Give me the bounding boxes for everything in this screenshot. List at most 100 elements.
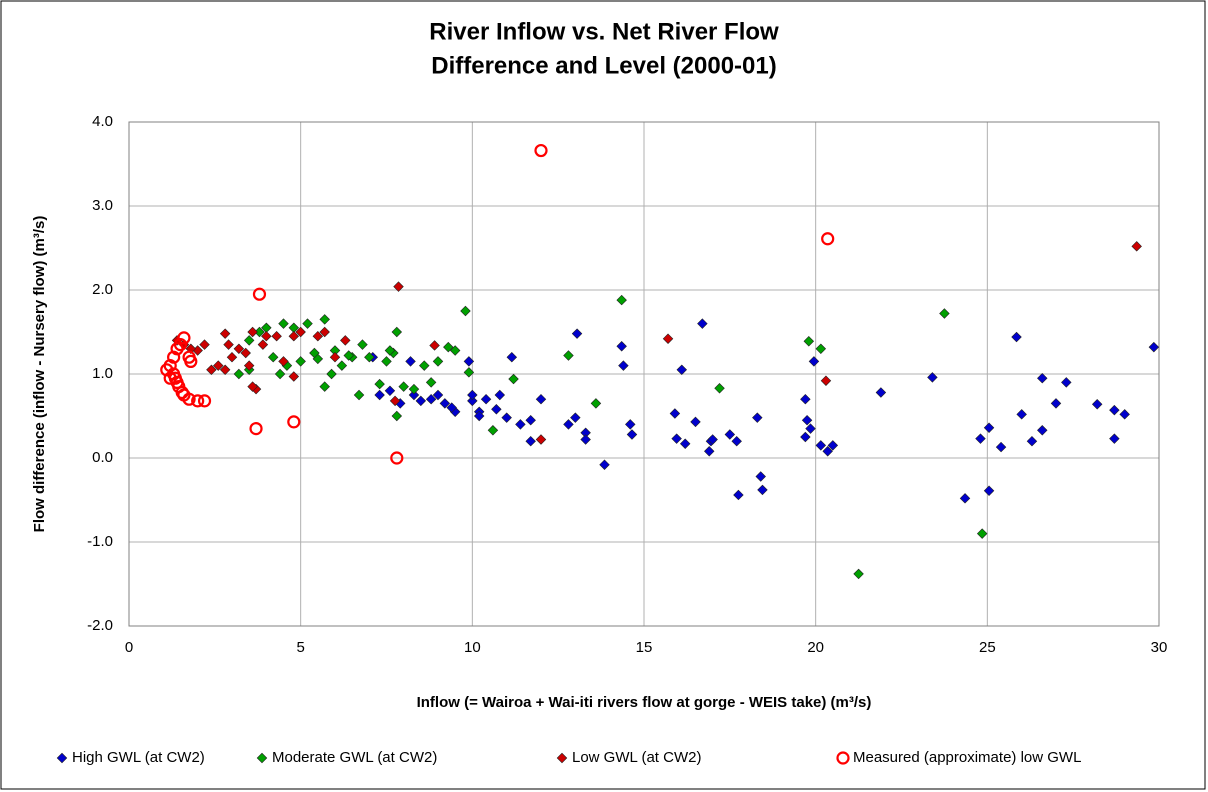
point: [384, 385, 396, 397]
point: [219, 364, 231, 376]
point: [391, 410, 403, 422]
point: [755, 471, 766, 482]
point: [252, 287, 267, 301]
point: [473, 410, 485, 422]
point: [274, 368, 286, 380]
point: [184, 354, 198, 368]
point: [704, 446, 715, 457]
point: [1037, 372, 1048, 384]
point: [340, 335, 351, 346]
point: [326, 368, 337, 380]
plot-area: [128, 121, 1160, 627]
point: [213, 360, 224, 371]
point: [443, 341, 454, 353]
point: [247, 326, 258, 338]
point: [724, 429, 736, 440]
point: [618, 360, 629, 371]
point: [405, 356, 416, 367]
point: [800, 393, 811, 405]
point: [535, 393, 547, 405]
point: [1109, 404, 1120, 416]
y-tick-label: -1.0: [87, 533, 113, 550]
point: [501, 412, 512, 423]
point: [983, 485, 995, 496]
point: [480, 393, 492, 405]
point: [432, 356, 444, 367]
point: [384, 345, 396, 356]
point: [185, 343, 197, 355]
point: [1109, 433, 1120, 444]
point: [1026, 435, 1038, 447]
point: [671, 433, 682, 444]
point: [391, 326, 403, 338]
point: [271, 330, 282, 342]
point: [515, 419, 526, 430]
point: [731, 435, 742, 447]
point: [808, 356, 820, 367]
y-tick-label: 3.0: [92, 197, 113, 214]
point: [393, 281, 404, 292]
point: [616, 294, 627, 306]
point: [173, 338, 188, 352]
point: [257, 339, 269, 350]
point: [616, 341, 627, 352]
point: [975, 433, 986, 444]
point: [1011, 331, 1022, 343]
point: [875, 387, 887, 398]
point: [267, 351, 279, 363]
point: [821, 232, 835, 246]
point: [408, 389, 420, 401]
point: [243, 360, 255, 371]
y-tick-label: 1.0: [92, 365, 113, 382]
point: [357, 339, 368, 350]
chart-title: Difference and Level (2000-01): [431, 52, 776, 79]
point: [580, 434, 591, 445]
point: [467, 395, 478, 407]
point: [827, 440, 839, 451]
point: [676, 364, 687, 376]
point: [254, 326, 265, 338]
point: [590, 398, 602, 409]
legend-marker: [556, 752, 568, 764]
point: [534, 143, 548, 158]
x-tick-label: 25: [979, 639, 996, 656]
point: [669, 408, 681, 419]
point: [419, 360, 430, 371]
point: [319, 381, 330, 392]
point: [199, 339, 210, 350]
point: [752, 412, 763, 423]
x-tick-label: 0: [125, 639, 133, 656]
point: [815, 343, 827, 355]
point: [309, 347, 320, 359]
point: [508, 373, 519, 385]
point: [425, 393, 437, 405]
legend-label: High GWL (at CW2): [72, 749, 205, 766]
x-tick-label: 10: [464, 639, 481, 656]
point: [525, 414, 536, 426]
x-tick-label: 15: [636, 639, 653, 656]
point: [249, 422, 263, 436]
point: [261, 330, 272, 342]
point: [432, 389, 444, 401]
point: [563, 419, 574, 430]
x-tick-label: 30: [1151, 639, 1168, 656]
point: [805, 423, 816, 434]
point: [563, 350, 574, 361]
point: [467, 389, 478, 401]
legend-label: Measured (approximate) low GWL: [853, 749, 1081, 766]
point: [398, 381, 409, 392]
point: [374, 378, 385, 390]
point: [182, 392, 196, 406]
point: [815, 440, 827, 451]
point: [381, 356, 392, 367]
point: [223, 339, 234, 350]
point: [1131, 241, 1142, 252]
y-tick-label: 4.0: [92, 113, 113, 130]
point: [927, 372, 938, 383]
point: [820, 375, 832, 386]
point: [535, 434, 547, 445]
legend-marker: [56, 752, 68, 764]
point: [697, 318, 708, 329]
